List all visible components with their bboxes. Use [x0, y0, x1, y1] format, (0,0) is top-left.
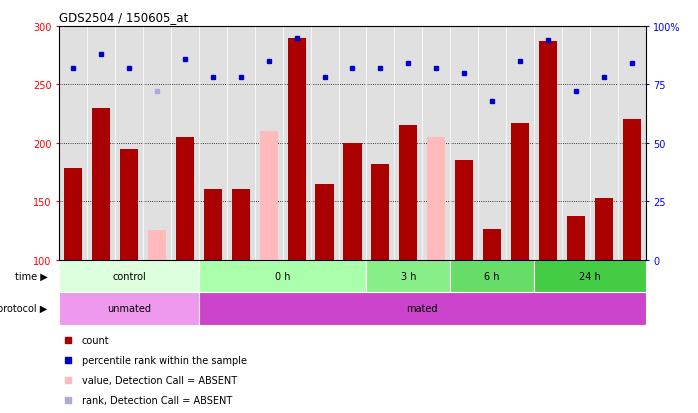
Bar: [148, 231, 166, 260]
Bar: [204, 190, 222, 260]
Bar: [567, 217, 585, 260]
Text: value, Detection Call = ABSENT: value, Detection Call = ABSENT: [82, 375, 237, 385]
Bar: [427, 138, 445, 260]
Text: 24 h: 24 h: [579, 271, 601, 281]
Bar: [59, 292, 199, 325]
Bar: [371, 164, 389, 260]
Bar: [120, 149, 138, 260]
Text: mated: mated: [406, 304, 438, 313]
Bar: [455, 161, 473, 260]
Bar: [343, 143, 362, 260]
Bar: [64, 169, 82, 260]
Text: control: control: [112, 271, 146, 281]
Bar: [399, 126, 417, 260]
Bar: [595, 198, 613, 260]
Text: GDS2504 / 150605_at: GDS2504 / 150605_at: [59, 11, 188, 24]
Bar: [483, 230, 501, 260]
Bar: [92, 108, 110, 260]
Bar: [199, 260, 366, 292]
Bar: [539, 42, 557, 260]
Bar: [623, 120, 641, 260]
Bar: [176, 138, 194, 260]
Text: unmated: unmated: [107, 304, 151, 313]
Bar: [450, 260, 534, 292]
Bar: [534, 260, 646, 292]
Text: 3 h: 3 h: [401, 271, 416, 281]
Bar: [288, 38, 306, 260]
Bar: [511, 123, 529, 260]
Bar: [59, 260, 199, 292]
Text: 6 h: 6 h: [484, 271, 500, 281]
Bar: [232, 190, 250, 260]
Bar: [199, 292, 646, 325]
Text: 0 h: 0 h: [275, 271, 290, 281]
Bar: [260, 132, 278, 260]
Text: rank, Detection Call = ABSENT: rank, Detection Call = ABSENT: [82, 396, 232, 406]
Bar: [366, 260, 450, 292]
Text: time ▶: time ▶: [15, 271, 47, 281]
Text: percentile rank within the sample: percentile rank within the sample: [82, 355, 246, 365]
Bar: [315, 184, 334, 260]
Text: count: count: [82, 335, 109, 345]
Text: protocol ▶: protocol ▶: [0, 304, 47, 313]
